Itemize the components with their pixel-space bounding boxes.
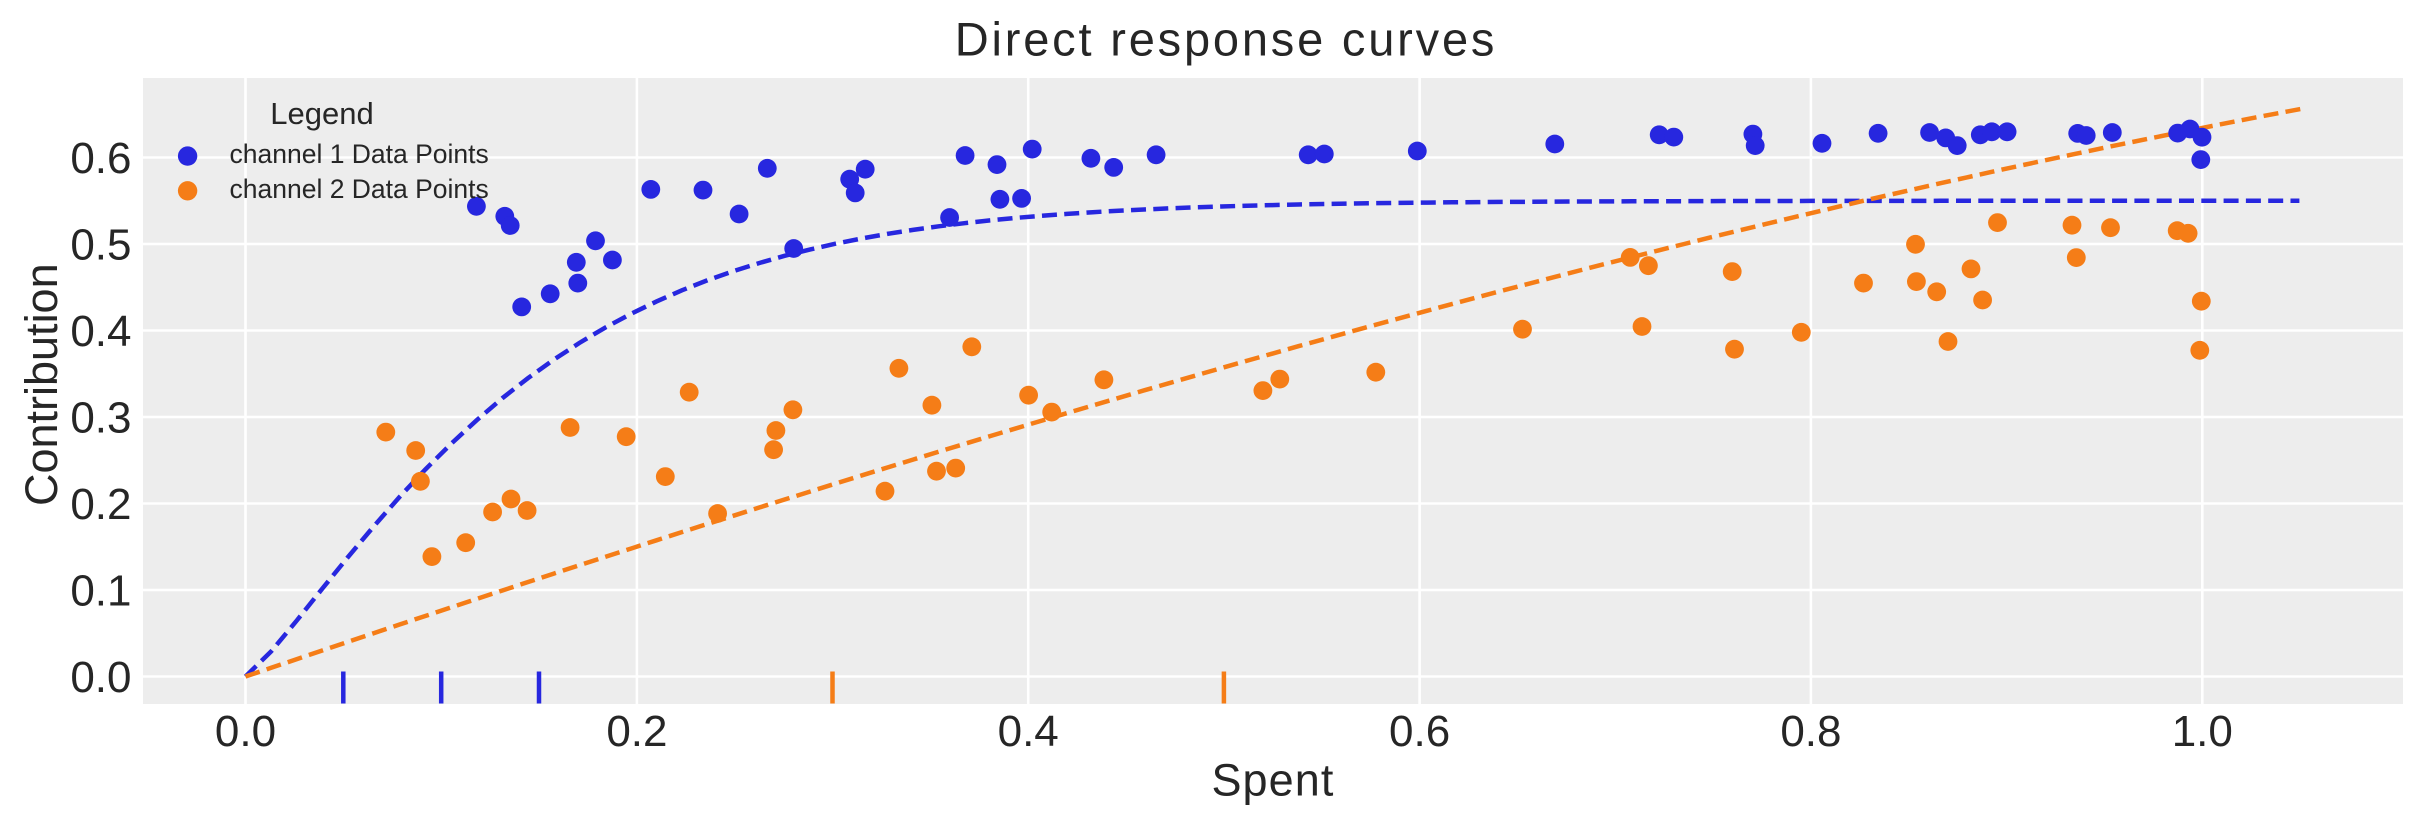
svg-text:0.6: 0.6 — [70, 134, 131, 183]
svg-text:0.4: 0.4 — [998, 707, 1059, 756]
svg-text:0.1: 0.1 — [70, 567, 131, 616]
svg-text:0.0: 0.0 — [215, 707, 276, 756]
svg-text:0.4: 0.4 — [70, 307, 131, 356]
svg-text:channel 1 Data Points: channel 1 Data Points — [230, 139, 489, 169]
svg-text:0.2: 0.2 — [70, 480, 131, 529]
svg-text:0.8: 0.8 — [1780, 707, 1841, 756]
svg-text:Legend: Legend — [270, 96, 373, 131]
svg-text:Direct response curves: Direct response curves — [955, 12, 1497, 65]
svg-text:1.0: 1.0 — [2172, 707, 2233, 756]
svg-text:Spent: Spent — [1211, 754, 1334, 805]
svg-text:0.3: 0.3 — [70, 394, 131, 443]
svg-text:0.0: 0.0 — [70, 653, 131, 702]
svg-text:0.6: 0.6 — [1389, 707, 1450, 756]
svg-text:0.5: 0.5 — [70, 221, 131, 270]
svg-text:channel 2 Data Points: channel 2 Data Points — [230, 174, 489, 204]
svg-text:0.2: 0.2 — [606, 707, 667, 756]
svg-text:Contribution: Contribution — [16, 263, 67, 506]
